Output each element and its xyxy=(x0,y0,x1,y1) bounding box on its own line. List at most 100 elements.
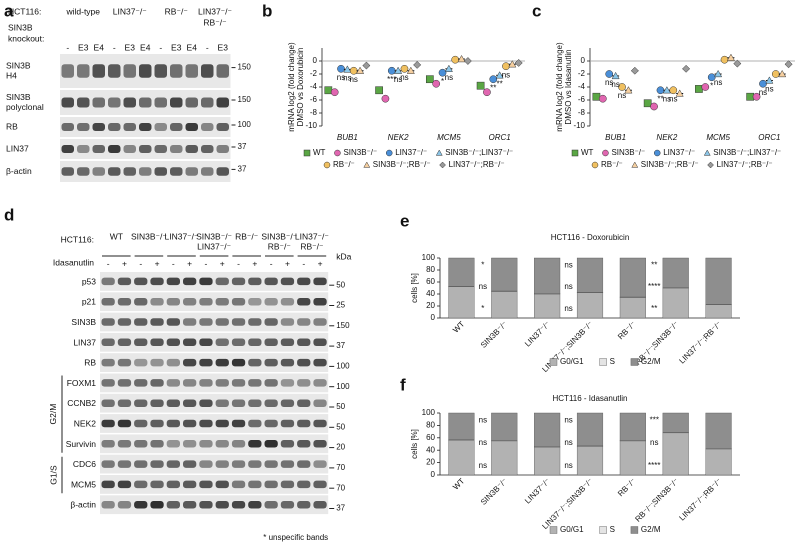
bar-segment xyxy=(491,440,518,476)
blot-band xyxy=(150,379,164,387)
y-tick-label: -2 xyxy=(578,69,586,78)
bar-segment xyxy=(534,412,561,447)
blot-strip xyxy=(100,434,329,454)
lane-label: - xyxy=(172,258,175,268)
lane-label: + xyxy=(220,258,225,268)
marker-circle xyxy=(759,79,767,88)
blot-band xyxy=(264,277,278,286)
blot-strip xyxy=(100,272,329,291)
lane-label: - xyxy=(302,258,305,268)
blot-band xyxy=(183,440,197,448)
blot-band xyxy=(215,379,229,387)
blot-band xyxy=(313,277,327,286)
row-label: LIN37 xyxy=(6,143,29,153)
significance: ns xyxy=(669,94,677,103)
row-label: Survivin xyxy=(66,439,97,449)
blot-band xyxy=(215,318,229,326)
blot-band xyxy=(215,419,229,428)
bar-segment xyxy=(576,292,604,319)
marker-diamond xyxy=(514,58,523,67)
bar-segment xyxy=(534,293,561,319)
blot-band xyxy=(215,460,229,468)
marker-square xyxy=(592,92,601,101)
significance: ns xyxy=(400,73,408,82)
x-tick-label: NEK2 xyxy=(656,133,677,142)
blot-band xyxy=(313,297,327,306)
significance: **** xyxy=(648,282,660,291)
blot-band xyxy=(280,460,295,468)
blot-band xyxy=(170,97,183,108)
blot-band xyxy=(264,419,278,428)
lane-label: - xyxy=(139,258,142,268)
blot-band xyxy=(170,167,183,176)
bar-segment xyxy=(705,448,732,476)
blot-band xyxy=(108,167,121,176)
marker-diamond xyxy=(413,60,422,69)
x-tick-label: BUB1 xyxy=(337,133,358,142)
marker-square xyxy=(571,149,579,157)
bar-segment xyxy=(705,412,732,449)
legend-label: LIN37⁻/⁻ xyxy=(663,148,695,157)
marker-triangle xyxy=(611,71,620,80)
lane-label: + xyxy=(285,258,290,268)
marker-diamond xyxy=(733,59,742,68)
blot-band xyxy=(101,379,115,387)
blot-band xyxy=(280,338,295,347)
blot-band xyxy=(280,358,295,367)
bar-segment xyxy=(534,257,561,294)
x-tick-label: BUB1 xyxy=(605,133,626,142)
y-axis-label: DMSO vs Idasanutlin xyxy=(564,49,573,124)
row-label: SIN3B xyxy=(6,60,31,70)
blot-band xyxy=(199,297,213,306)
marker-circle xyxy=(771,70,780,78)
blot-band xyxy=(117,419,132,428)
blot-strip xyxy=(100,373,329,393)
row-label: p53 xyxy=(82,276,96,286)
x-tick-label: NEK2 xyxy=(388,133,409,142)
blot-band xyxy=(297,277,311,286)
blot-band xyxy=(313,399,327,407)
blot-band xyxy=(150,460,164,468)
x-tick-label: LIN37⁻/⁻ xyxy=(523,320,552,349)
significance: ns xyxy=(337,73,345,82)
blot-band xyxy=(313,419,327,428)
size-marker: 150 xyxy=(336,321,350,330)
marker-diamond xyxy=(463,57,472,65)
blot-strip xyxy=(100,312,329,332)
blot-band xyxy=(199,277,213,286)
lane-label: + xyxy=(318,258,323,268)
blot-band xyxy=(123,145,136,153)
blot-band xyxy=(166,460,180,468)
y-axis-label: mRNA log2 (fold change) xyxy=(555,42,564,132)
row-label: RB xyxy=(6,121,18,131)
blot-band xyxy=(313,460,327,468)
significance: ns xyxy=(479,416,487,425)
y-tick-label: 0 xyxy=(581,56,586,65)
y-tick-label: 20 xyxy=(426,301,435,310)
blot-band xyxy=(134,460,148,468)
blot-band xyxy=(134,338,148,347)
marker-square xyxy=(375,86,383,95)
marker-circle xyxy=(400,64,409,73)
blot-band xyxy=(150,318,164,326)
blot-band xyxy=(201,145,214,153)
blot-band xyxy=(92,145,105,153)
group-label: LIN37⁻/⁻ xyxy=(295,231,330,241)
blot-band xyxy=(264,318,278,326)
row-label: CCNB2 xyxy=(67,398,96,408)
blot-band xyxy=(134,358,148,367)
blot-band xyxy=(150,399,164,407)
y-tick-label: 0 xyxy=(431,470,436,479)
marker-triangle xyxy=(495,71,504,79)
lane-label: E3 xyxy=(125,42,136,52)
y-tick-label: 40 xyxy=(426,289,435,298)
blot-band xyxy=(166,419,180,428)
y-tick-label: -4 xyxy=(578,82,586,91)
blot-band xyxy=(248,480,262,489)
blot-band xyxy=(101,318,115,326)
significance: ns xyxy=(479,438,487,447)
blot-band xyxy=(117,297,132,306)
y-tick-label: 60 xyxy=(426,277,435,286)
blot-band xyxy=(231,318,246,326)
legend-label: SIN3B⁻/⁻;LIN37⁻/⁻ xyxy=(713,148,781,157)
